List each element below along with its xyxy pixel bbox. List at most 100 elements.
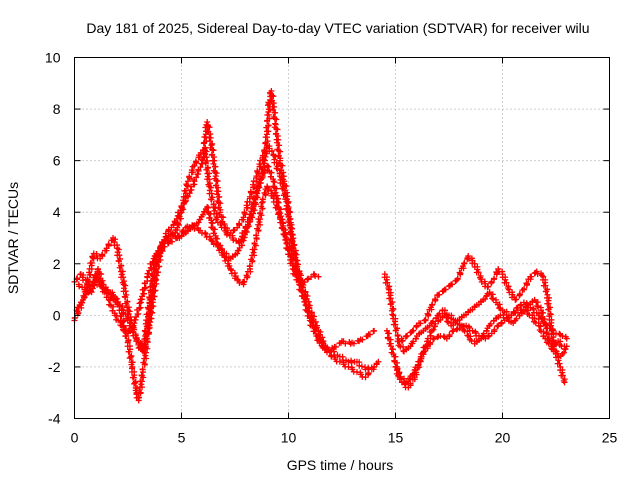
x-tick-label: 0 (71, 430, 79, 446)
data-point (561, 379, 568, 386)
data-point-interp (76, 283, 83, 290)
data-point-interp (256, 161, 263, 168)
data-point-interp (122, 288, 129, 295)
data-point-interp (457, 270, 464, 277)
data-point-interp (116, 258, 123, 265)
data-point-interp (207, 210, 214, 217)
data-point-interp (421, 348, 428, 355)
data-point-interp (143, 355, 150, 362)
data-point-interp (289, 231, 296, 238)
data-point-interp (265, 122, 272, 129)
data-point (208, 237, 215, 244)
data-point-interp (257, 221, 264, 228)
data-point-interp (502, 276, 509, 283)
data-point-interp (138, 378, 145, 385)
data-point-interp (444, 318, 451, 325)
data-point-interp (190, 222, 197, 229)
data-point-interp (282, 230, 289, 237)
data-point-interp (228, 267, 235, 274)
data-point-interp (241, 209, 248, 216)
data-point-interp (307, 313, 314, 320)
data-point-interp (559, 372, 566, 379)
data-point-interp (206, 176, 213, 183)
data-point-interp (285, 198, 292, 205)
data-point-interp (74, 275, 81, 282)
data-point-interp (215, 193, 222, 200)
data-point-interp (116, 264, 123, 271)
data-point-interp (84, 276, 91, 283)
data-point-interp (332, 343, 339, 350)
data-point-interp (425, 311, 432, 318)
data-point-interp (268, 187, 275, 194)
y-tick-label: -4 (48, 411, 61, 427)
data-point-interp (410, 327, 417, 334)
data-point-interp (275, 142, 282, 149)
data-point-interp (238, 236, 245, 243)
data-point-interp (542, 288, 549, 295)
data-point-interp (430, 318, 437, 325)
data-point-interp (213, 170, 220, 177)
data-point-interp (223, 231, 230, 238)
data-point (371, 363, 378, 370)
data-point-interp (254, 187, 261, 194)
x-tick-label: 20 (495, 430, 511, 446)
data-point-interp (359, 336, 366, 343)
data-point (546, 325, 553, 332)
x-tick-label: 15 (388, 430, 404, 446)
data-point-interp (537, 323, 544, 330)
data-point-interp (319, 339, 326, 346)
data-point-interp (251, 246, 258, 253)
data-point-interp (312, 328, 319, 335)
data-point (189, 222, 196, 229)
x-axis-label: GPS time / hours (287, 457, 394, 473)
series-track-7 (392, 299, 570, 391)
data-point-interp (545, 300, 552, 307)
data-point-interp (118, 313, 125, 320)
data-point-interp (445, 319, 452, 326)
data-point (255, 183, 262, 190)
data-point-interp (483, 328, 490, 335)
data-point-interp (191, 225, 198, 232)
data-point-interp (534, 302, 541, 309)
axis-ticks: 0 5 10 15 20 25 -4 -2 0 2 4 6 8 10 (45, 50, 618, 446)
data-point-interp (188, 167, 195, 174)
data-point-interp (206, 124, 213, 131)
data-point-interp (203, 166, 210, 173)
data-point-interp (257, 216, 264, 223)
data-point-interp (142, 331, 149, 338)
data-point-interp (348, 359, 355, 366)
data-point-interp (342, 340, 349, 347)
data-point-interp (491, 326, 498, 333)
data-point-interp (265, 106, 272, 113)
data-point-interp (460, 323, 467, 330)
data-point-interp (442, 286, 449, 293)
data-point (559, 332, 566, 339)
data-point-interp (510, 308, 517, 315)
data-point-interp (74, 308, 81, 315)
data-point-interp (487, 320, 494, 327)
x-tick-label: 5 (178, 430, 186, 446)
data-point-interp (556, 360, 563, 367)
series-track-6 (383, 289, 570, 386)
data-point-interp (197, 164, 204, 171)
y-axis-label: SDTVAR / TECUs (5, 182, 21, 294)
data-point-interp (136, 300, 143, 307)
data-point-interp (235, 277, 242, 284)
data-point-interp (214, 178, 221, 185)
data-point-interp (98, 271, 105, 278)
data-point-interp (407, 380, 414, 387)
data-point-interp (399, 337, 406, 344)
data-point-interp (259, 196, 266, 203)
data-point-interp (137, 304, 144, 311)
data-point-interp (218, 246, 225, 253)
data-point-interp (485, 283, 492, 290)
data-point (276, 157, 283, 164)
data-point-interp (206, 233, 213, 240)
y-tick-label: 6 (53, 153, 61, 169)
data-point-interp (523, 280, 530, 287)
data-point-interp (226, 262, 233, 269)
data-point-interp (221, 224, 228, 231)
data-point (208, 142, 215, 149)
data-point-interp (217, 200, 224, 207)
data-point-interp (503, 279, 510, 286)
